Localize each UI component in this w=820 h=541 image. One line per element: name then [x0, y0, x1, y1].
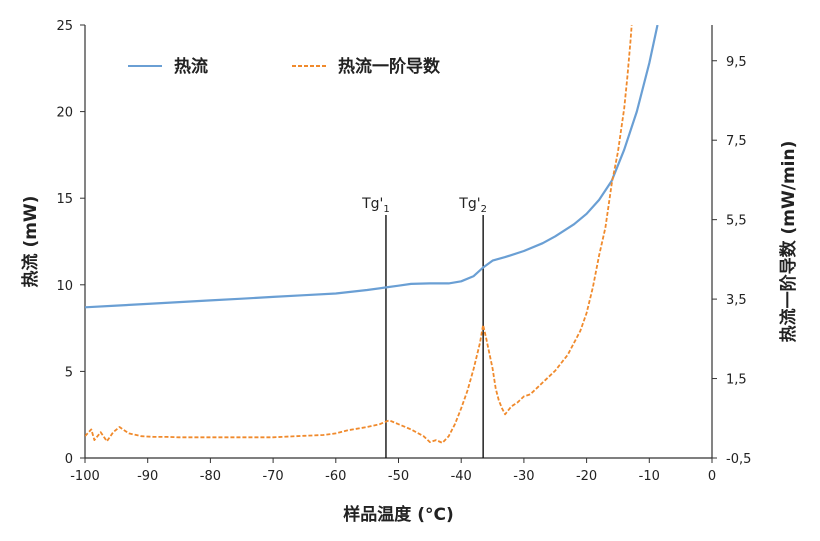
x-tick-label: -10 [639, 469, 660, 484]
y-right-tick-label: 7,5 [726, 134, 747, 149]
y-left-tick-label: 10 [56, 279, 73, 294]
x-axis-label: 样品温度 (°C) [343, 504, 453, 525]
x-tick-label: -90 [137, 469, 158, 484]
x-tick-label: -100 [70, 469, 100, 484]
x-tick-label: -70 [262, 469, 283, 484]
tg-label-base: Tg' [361, 196, 383, 212]
y-left-tick-label: 5 [65, 365, 73, 380]
y-left-tick-label: 20 [56, 106, 73, 121]
tg-label: Tg'1 [361, 196, 390, 215]
series-layer [85, 25, 659, 444]
y-axis-label-right: 热流一阶导数 (mW/min) [778, 141, 799, 343]
tg-label-base: Tg' [458, 196, 480, 212]
tg-label-sub: 2 [481, 204, 487, 215]
y-left-ticks: 0 5 10 15 20 25 [56, 19, 85, 467]
y-right-tick-label: 1,5 [726, 373, 747, 388]
y-right-tick-label: 9,5 [726, 55, 747, 70]
x-tick-label: -30 [513, 469, 534, 484]
y-right-tick-label: -0,5 [726, 452, 751, 467]
y-left-tick-label: 0 [65, 452, 73, 467]
tg-label-sub: 1 [383, 204, 389, 215]
y-right-tick-label: 3,5 [726, 293, 747, 308]
legend-label: 热流 [174, 56, 208, 77]
x-tick-label: -80 [200, 469, 221, 484]
x-tick-label: 0 [708, 469, 716, 484]
y-axis-label-left: 热流 (mW) [20, 196, 41, 288]
y-right-tick-label: 5,5 [726, 214, 747, 229]
y-left-tick-label: 25 [56, 19, 73, 34]
x-tick-label: -60 [325, 469, 346, 484]
series-line-derivative [85, 25, 633, 444]
series-line-heat-flow [85, 25, 659, 309]
y-left-tick-label: 15 [56, 192, 73, 207]
reference-lines: Tg'1 Tg'2 [361, 196, 487, 458]
legend: 热流 热流一阶导数 [128, 56, 441, 77]
x-tick-label: -20 [576, 469, 597, 484]
legend-label: 热流一阶导数 [338, 56, 441, 77]
x-tick-label: -50 [388, 469, 409, 484]
x-tick-label: -40 [451, 469, 472, 484]
x-ticks: -100 -90 -80 -70 -60 -50 -40 -30 -20 -10 0 [70, 458, 716, 484]
tg-label: Tg'2 [458, 196, 487, 215]
y-right-ticks: -0,5 1,5 3,5 5,5 7,5 9,5 [712, 55, 751, 467]
plot-frame [84, 25, 713, 459]
